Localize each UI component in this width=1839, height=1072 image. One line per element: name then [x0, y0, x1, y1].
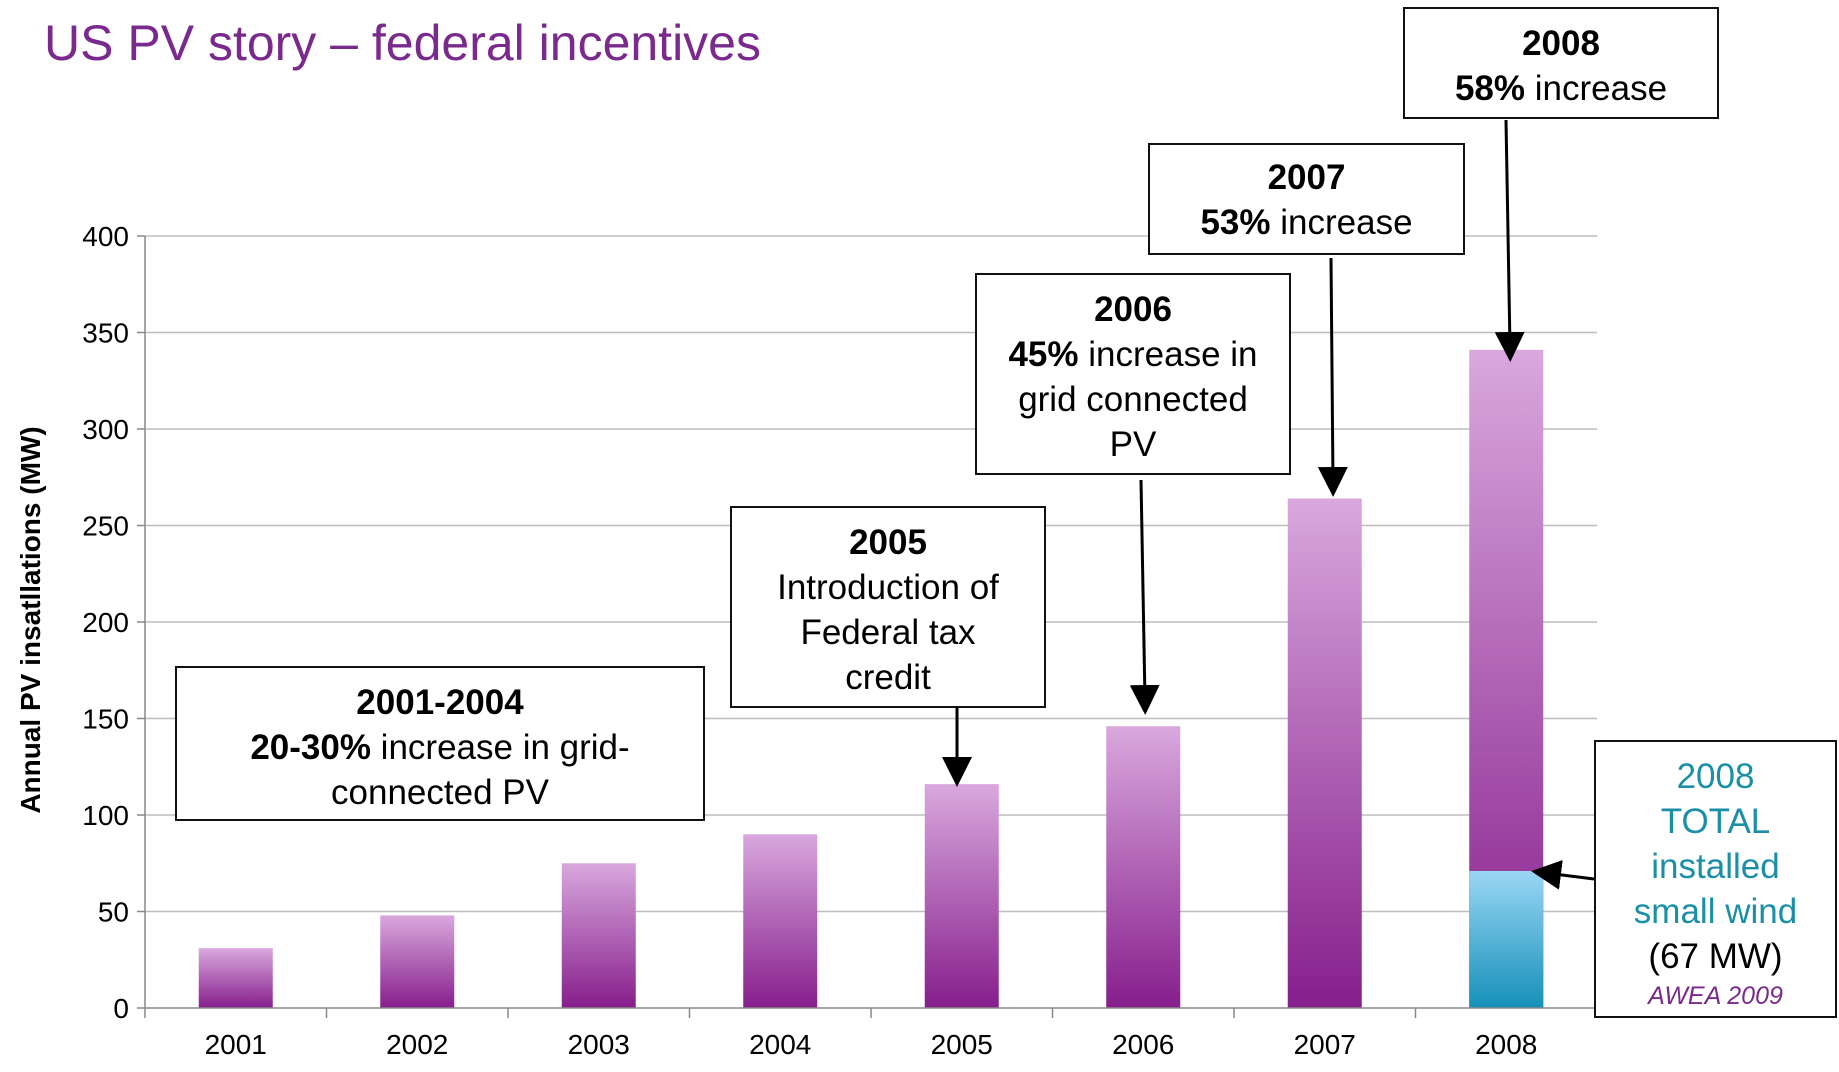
arrow-2006: [1129, 479, 1160, 715]
callout-2008: 2008 58% increase: [1403, 7, 1719, 119]
bar-2003: [561, 863, 636, 1008]
x-tick-label: 2003: [568, 1029, 630, 1060]
callout-2005-line1: Introduction of: [777, 568, 999, 607]
callout-2008-year: 2008: [1522, 24, 1600, 63]
wind-line5: (67 MW): [1648, 937, 1783, 976]
page-title: US PV story – federal incentives: [44, 15, 761, 71]
y-tick-label: 50: [98, 897, 129, 928]
callout-2006-year: 2006: [1094, 290, 1172, 329]
callout-2006: 2006 45% increase in grid connected PV: [975, 273, 1291, 475]
bar-wind-2008: [1469, 870, 1544, 1008]
callout-2006-line2: grid connected: [1018, 380, 1248, 419]
callout-arrows: [942, 119, 1595, 890]
callout-2008-line1: 58% increase: [1454, 69, 1668, 108]
callout-2005-year: 2005: [849, 523, 927, 562]
callout-2001-2004: 2001-2004 20-30% increase in grid- conne…: [175, 666, 705, 821]
bar-2001: [198, 948, 273, 1008]
bar-2004: [743, 834, 818, 1008]
wind-line1: 2008: [1676, 757, 1755, 796]
x-tick-label: 2002: [386, 1029, 448, 1060]
callout-2007-line1: 53% increase: [1200, 203, 1413, 242]
callout-2001-2004-year: 2001-2004: [356, 683, 524, 722]
bar-2002: [380, 915, 455, 1008]
axes: 0 50 100 150 200 250 300 350 400 2001 2002 2003 2004…: [82, 221, 1598, 1060]
wind-line3: installed: [1651, 847, 1780, 886]
arrow-2008: [1494, 119, 1525, 362]
callout-2006-line3: PV: [1109, 425, 1157, 464]
x-tick-label: 2005: [931, 1029, 993, 1060]
y-tick-label: 150: [82, 704, 129, 735]
x-tick-label: 2008: [1475, 1029, 1537, 1060]
y-tick-label: 250: [82, 511, 129, 542]
callout-2007-year: 2007: [1267, 158, 1346, 197]
callout-2001-2004-line: 20-30% increase in grid-: [250, 728, 630, 767]
y-tick-label: 400: [82, 221, 129, 252]
wind-line4: small wind: [1633, 892, 1798, 931]
callout-2005-line2: Federal tax: [800, 613, 976, 652]
y-tick-label: 100: [82, 800, 129, 831]
wind-source: AWEA 2009: [1648, 982, 1783, 1010]
x-tick-label: 2007: [1294, 1029, 1356, 1060]
y-tick-label: 300: [82, 414, 129, 445]
x-tick-label: 2006: [1112, 1029, 1174, 1060]
x-tick-label: 2004: [749, 1029, 811, 1060]
callout-small-wind: 2008 TOTAL installed small wind (67 MW) …: [1594, 740, 1837, 1018]
bars: [198, 349, 1544, 1008]
y-tick-label: 350: [82, 318, 129, 349]
callout-2005-line3: credit: [845, 658, 931, 697]
y-tick-label: 0: [113, 993, 129, 1024]
bar-2006: [1106, 726, 1181, 1008]
arrow-wind: [1531, 859, 1595, 890]
bar-2005: [924, 784, 999, 1008]
bar-2007: [1287, 498, 1362, 1008]
x-tick-label: 2001: [205, 1029, 267, 1060]
arrow-2007: [1317, 257, 1348, 497]
callout-2007: 2007 53% increase: [1148, 143, 1465, 255]
y-tick-label: 200: [82, 607, 129, 638]
callout-2005: 2005 Introduction of Federal tax credit: [730, 506, 1046, 708]
y-axis-label: Annual PV insatllations (MW): [15, 426, 46, 813]
callout-2006-line1: 45% increase in: [1008, 335, 1258, 374]
wind-line2: TOTAL: [1660, 802, 1771, 841]
callout-2001-2004-line2: connected PV: [331, 773, 549, 812]
